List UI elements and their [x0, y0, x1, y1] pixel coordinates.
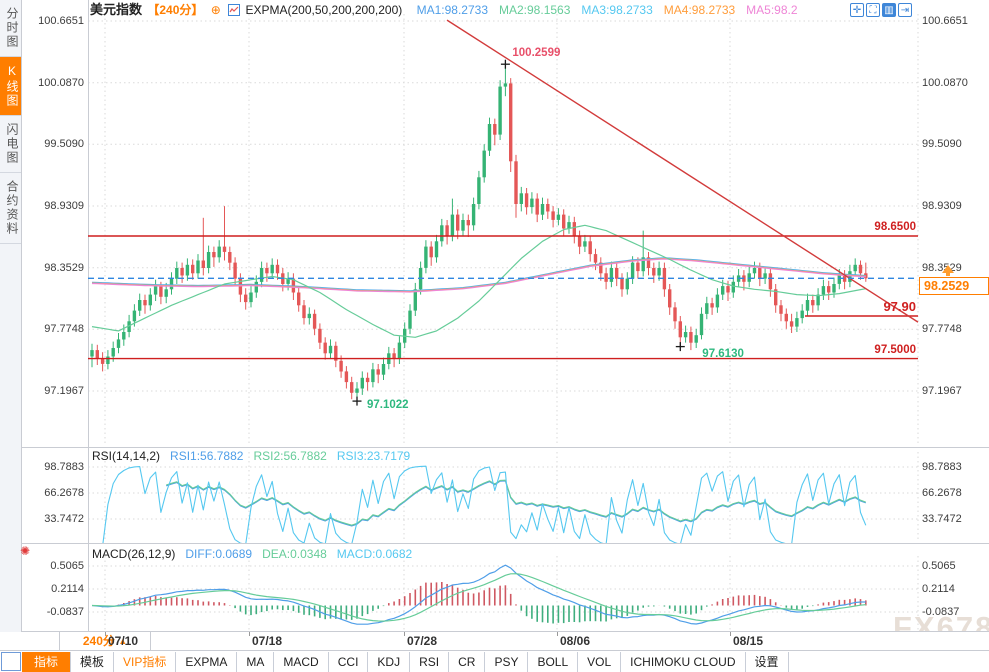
period-selector[interactable]: 240分 ▲	[59, 632, 151, 650]
toolbar-tab-macd[interactable]: MACD	[274, 652, 329, 672]
date-label: 08/06	[560, 634, 591, 648]
price-up-arrow-icon	[942, 265, 954, 276]
current-price-value: 98.2529	[924, 279, 970, 293]
sidebar-item-contract-info[interactable]: 合约资料	[0, 173, 21, 244]
indicator-panel-icon[interactable]: ▥	[882, 3, 896, 17]
toolbar-tab-cr[interactable]: CR	[449, 652, 486, 672]
macd-header: MACD(26,12,9) DIFF:0.0689 DEA:0.0348 MACD:0…	[92, 547, 412, 561]
toolbar-tab-ma[interactable]: MA	[237, 652, 275, 672]
chart-toolbar-icons: ✛ ⛶ ▥ ⇥	[850, 3, 912, 17]
toolbar-tab-vip-indicators[interactable]: VIP指标	[114, 652, 177, 672]
date-tick	[249, 632, 250, 636]
rsi-value-2: RSI2:56.7882	[253, 449, 327, 463]
rsi-title: RSI(14,14,2)	[92, 449, 161, 463]
toolbar-tab-settings[interactable]: 设置	[746, 652, 789, 672]
date-tick	[557, 632, 558, 636]
period-arrow-icon: ▲	[118, 636, 128, 646]
expma-chart-icon	[228, 4, 241, 20]
toolbar-tab-kdj[interactable]: KDJ	[368, 652, 411, 672]
rsi-header: RSI(14,14,2) RSI1:56.7882 RSI2:56.7882 RSI3…	[92, 449, 410, 463]
date-tick	[404, 632, 405, 636]
indicator-name: EXPMA(200,50,200,200,200)	[245, 3, 403, 17]
timeline-row: 240分 ▲ 07/10 07/18 07/28 08/06 08/15	[0, 632, 989, 650]
toolbar-tab-template[interactable]: 模板	[71, 652, 115, 672]
toolbar-tab-indicators[interactable]: 指标	[22, 652, 72, 672]
ma-value-5: MA5:98.2	[746, 3, 798, 17]
macd-value-2: DEA:0.0348	[262, 547, 327, 561]
popout-icon[interactable]: ⇥	[898, 3, 912, 17]
toolbar-tab-vol[interactable]: VOL	[578, 652, 622, 672]
toolbar-tab-psy[interactable]: PSY	[485, 652, 529, 672]
ma-legend: MA1:98.2733 MA2:98.1563 MA3:98.2733 MA4:98.…	[406, 3, 798, 17]
corner-cell	[1, 652, 21, 671]
toolbar-tab-cci[interactable]: CCI	[329, 652, 369, 672]
panel-marker-icon: ✺	[20, 544, 31, 558]
chart-header: 美元指数 【240分】 ⊕ EXPMA(200,50,200,200,200) …	[90, 2, 798, 17]
bottom-toolbar: 指标 模板 VIP指标 EXPMA MA MACD CCI KDJ RSI CR PSY BOLL VO…	[0, 650, 989, 672]
date-label: 07/28	[407, 634, 438, 648]
date-label: 07/18	[252, 634, 283, 648]
macd-value-3: MACD:0.0682	[336, 547, 413, 561]
ma-value-1: MA1:98.2733	[416, 3, 488, 17]
current-price-box: 98.2529	[919, 277, 989, 295]
symbol-name: 美元指数	[90, 2, 143, 17]
rsi-value-3: RSI3:23.7179	[336, 449, 411, 463]
toolbar-tab-ichimoku-cloud[interactable]: ICHIMOKU CLOUD	[621, 652, 746, 672]
add-indicator-icon[interactable]: ⊕	[210, 3, 221, 17]
rsi-value-1: RSI1:56.7882	[170, 449, 244, 463]
ma-value-3: MA3:98.2733	[581, 3, 653, 17]
date-tick	[730, 632, 731, 636]
sidebar-item-flash-chart[interactable]: 闪电图	[0, 116, 21, 173]
ma-value-4: MA4:98.2733	[663, 3, 736, 17]
sidebar-item-kline-chart[interactable]: K线图	[0, 57, 21, 116]
date-tick	[105, 632, 106, 636]
ma-value-2: MA2:98.1563	[499, 3, 571, 17]
period-label: 【240分】	[147, 3, 204, 17]
sidebar: 分时图 K线图 闪电图 合约资料	[0, 0, 22, 650]
toolbar-tab-expma[interactable]: EXPMA	[176, 652, 238, 672]
macd-title: MACD(26,12,9)	[92, 547, 176, 561]
toolbar-tab-rsi[interactable]: RSI	[410, 652, 450, 672]
macd-value-1: DIFF:0.0689	[185, 547, 253, 561]
date-label: 08/15	[733, 634, 764, 648]
scale-frame-icon[interactable]: ⛶	[866, 3, 880, 17]
sidebar-item-time-chart[interactable]: 分时图	[0, 0, 21, 57]
crosshair-pan-icon[interactable]: ✛	[850, 3, 864, 17]
toolbar-tab-boll[interactable]: BOLL	[528, 652, 579, 672]
date-label: 07/10	[108, 634, 139, 648]
period-text: 240分	[82, 634, 115, 648]
